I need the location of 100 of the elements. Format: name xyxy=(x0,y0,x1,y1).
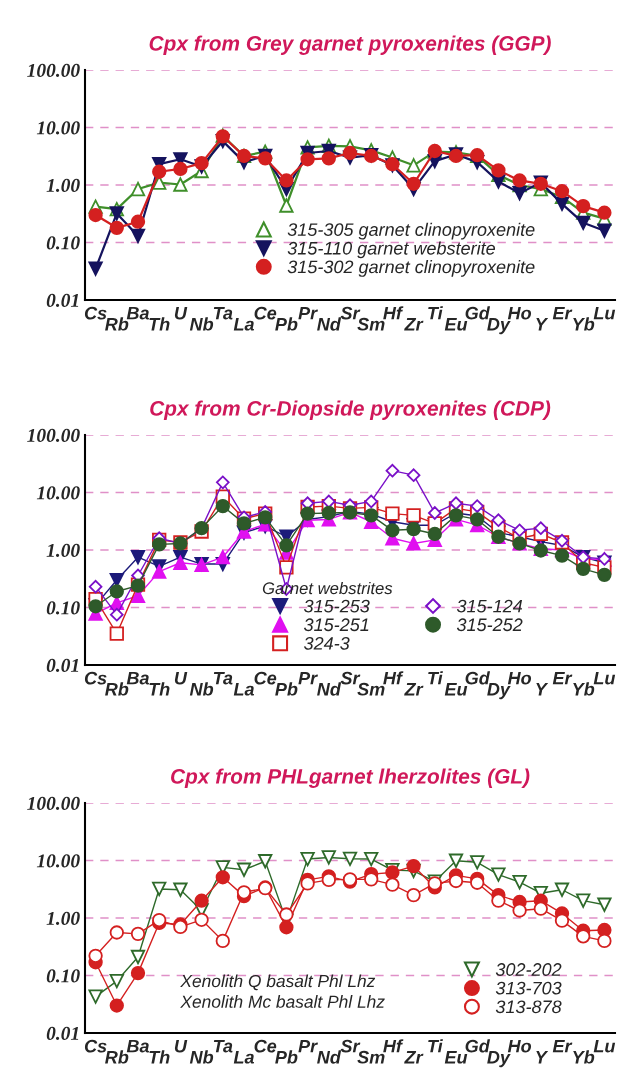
x-tick-label: Hf xyxy=(383,306,404,320)
y-tick-label: 100.00 xyxy=(27,796,80,811)
x-tick-label: Th xyxy=(149,682,170,696)
annotation: Xenolith Q basalt Phl Lhz xyxy=(180,974,376,991)
x-tick-label: La xyxy=(233,683,255,696)
y-tick-label: 1.00 xyxy=(46,178,80,193)
x-tick-label: La xyxy=(233,318,255,331)
x-tick-label: Nb xyxy=(189,317,214,331)
x-tick-label: Eu xyxy=(444,683,468,696)
x-tick-label: Ti xyxy=(428,306,443,320)
x-tick-label: Ho xyxy=(507,306,532,320)
legend-label: 315-124 xyxy=(456,599,523,613)
x-tick-label: Pb xyxy=(275,1050,298,1064)
x-tick-label: Ba xyxy=(126,306,150,320)
x-tick-label: Zr xyxy=(404,1051,424,1064)
x-tick-label: Ba xyxy=(126,671,150,685)
x-tick-label: Pb xyxy=(275,317,298,331)
x-tick-label: Gd xyxy=(465,306,491,320)
x-tick-label: Pr xyxy=(298,671,318,685)
x-tick-label: Yb xyxy=(573,317,595,331)
y-tick-label: 1.00 xyxy=(46,543,80,558)
x-tick-label: U xyxy=(174,1039,188,1053)
x-tick-label: Ho xyxy=(507,671,532,685)
x-tick-label: Yb xyxy=(573,1050,595,1064)
legend-label: 315-251 xyxy=(304,618,369,632)
x-tick-label: Ba xyxy=(126,1039,150,1053)
x-tick-label: Ta xyxy=(213,306,233,320)
x-tick-label: Th xyxy=(149,1050,170,1064)
x-tick-label: Pb xyxy=(275,682,298,696)
y-tick-label: 100.00 xyxy=(27,428,80,443)
x-tick-label: Yb xyxy=(573,682,595,696)
legend-label: 313-703 xyxy=(495,981,562,995)
x-tick-label: Pr xyxy=(298,306,318,320)
x-tick-label: Er xyxy=(552,671,573,685)
x-tick-label: Cs xyxy=(84,1039,107,1053)
legend-label: 315-253 xyxy=(304,599,370,613)
y-tick-label: 0.01 xyxy=(46,1026,79,1041)
x-tick-label: Dy xyxy=(487,683,511,700)
x-tick-label: Er xyxy=(552,1039,573,1053)
legend-label: 315-305 garnet clinopyroxenite xyxy=(287,222,535,240)
x-tick-label: Th xyxy=(149,317,170,331)
chart-title: Cpx from Grey garnet pyroxenites (GGP) xyxy=(149,35,551,55)
x-tick-label: Ta xyxy=(213,1039,233,1053)
x-tick-label: Pr xyxy=(298,1039,318,1053)
y-tick-label: 1.00 xyxy=(46,911,80,926)
legend-label: 315-110 garnet websterite xyxy=(287,241,496,259)
x-tick-label: Er xyxy=(552,306,573,320)
x-tick-label: Nd xyxy=(317,317,342,331)
legend-label: 324-3 xyxy=(304,637,350,650)
x-tick-label: Cs xyxy=(84,671,107,685)
x-tick-label: Gd xyxy=(465,671,491,685)
legend-label: 315-252 xyxy=(456,618,523,632)
x-tick-label: Nb xyxy=(189,1050,214,1064)
x-tick-label: Ta xyxy=(213,671,233,685)
x-tick-label: Gd xyxy=(465,1039,491,1053)
x-tick-label: Ti xyxy=(428,1039,443,1053)
x-tick-label: Hf xyxy=(383,1039,404,1053)
chart-title: Cpx from Cr-Diopside pyroxenites (CDP) xyxy=(150,400,551,420)
x-tick-label: Dy xyxy=(487,1051,511,1068)
x-tick-label: Y xyxy=(536,683,549,696)
x-tick-label: Ho xyxy=(507,1039,532,1053)
x-tick-label: Ce xyxy=(254,306,277,320)
y-tick-label: 10.00 xyxy=(36,121,80,135)
x-tick-label: U xyxy=(174,306,188,320)
y-tick-label: 0.01 xyxy=(46,293,79,308)
y-tick-label: 0.10 xyxy=(46,969,80,983)
legend-label: 315-302 garnet clinopyroxenite xyxy=(287,260,535,277)
x-tick-label: Nb xyxy=(189,682,214,696)
x-tick-label: Lu xyxy=(593,671,616,685)
chart-title: Cpx from PHLgarnet lherzolites (GL) xyxy=(171,768,530,788)
x-tick-label: Ti xyxy=(428,671,443,685)
y-tick-label: 100.00 xyxy=(27,63,80,78)
x-tick-label: Nd xyxy=(317,682,342,696)
x-tick-label: Cs xyxy=(84,306,107,320)
x-tick-label: Nd xyxy=(317,1050,342,1064)
y-tick-label: 10.00 xyxy=(36,486,80,500)
x-tick-label: U xyxy=(174,671,188,685)
y-tick-label: 0.01 xyxy=(46,658,79,673)
y-tick-label: 0.10 xyxy=(46,236,80,250)
x-tick-label: Zr xyxy=(404,318,424,331)
x-tick-label: Dy xyxy=(487,318,511,335)
x-tick-label: Rb xyxy=(105,317,129,331)
x-tick-label: Lu xyxy=(593,306,616,320)
x-tick-label: Rb xyxy=(105,682,129,696)
x-tick-label: Rb xyxy=(105,1050,129,1064)
legend-label: 313-878 xyxy=(495,1000,562,1014)
x-tick-label: Zr xyxy=(404,683,424,696)
x-tick-label: Y xyxy=(536,1051,549,1064)
y-tick-label: 10.00 xyxy=(36,854,80,868)
x-tick-label: Eu xyxy=(444,1051,468,1064)
x-tick-label: La xyxy=(233,1051,255,1064)
x-tick-label: Y xyxy=(536,318,549,331)
y-tick-label: 0.10 xyxy=(46,601,80,615)
annotation: Xenolith Mc basalt Phl Lhz xyxy=(180,995,385,1008)
x-tick-label: Ce xyxy=(254,1039,277,1053)
x-tick-label: Lu xyxy=(593,1039,616,1053)
legend-label: 302-202 xyxy=(495,963,562,976)
x-tick-label: Ce xyxy=(254,671,277,685)
x-tick-label: Hf xyxy=(383,671,404,685)
x-tick-label: Eu xyxy=(444,318,468,331)
